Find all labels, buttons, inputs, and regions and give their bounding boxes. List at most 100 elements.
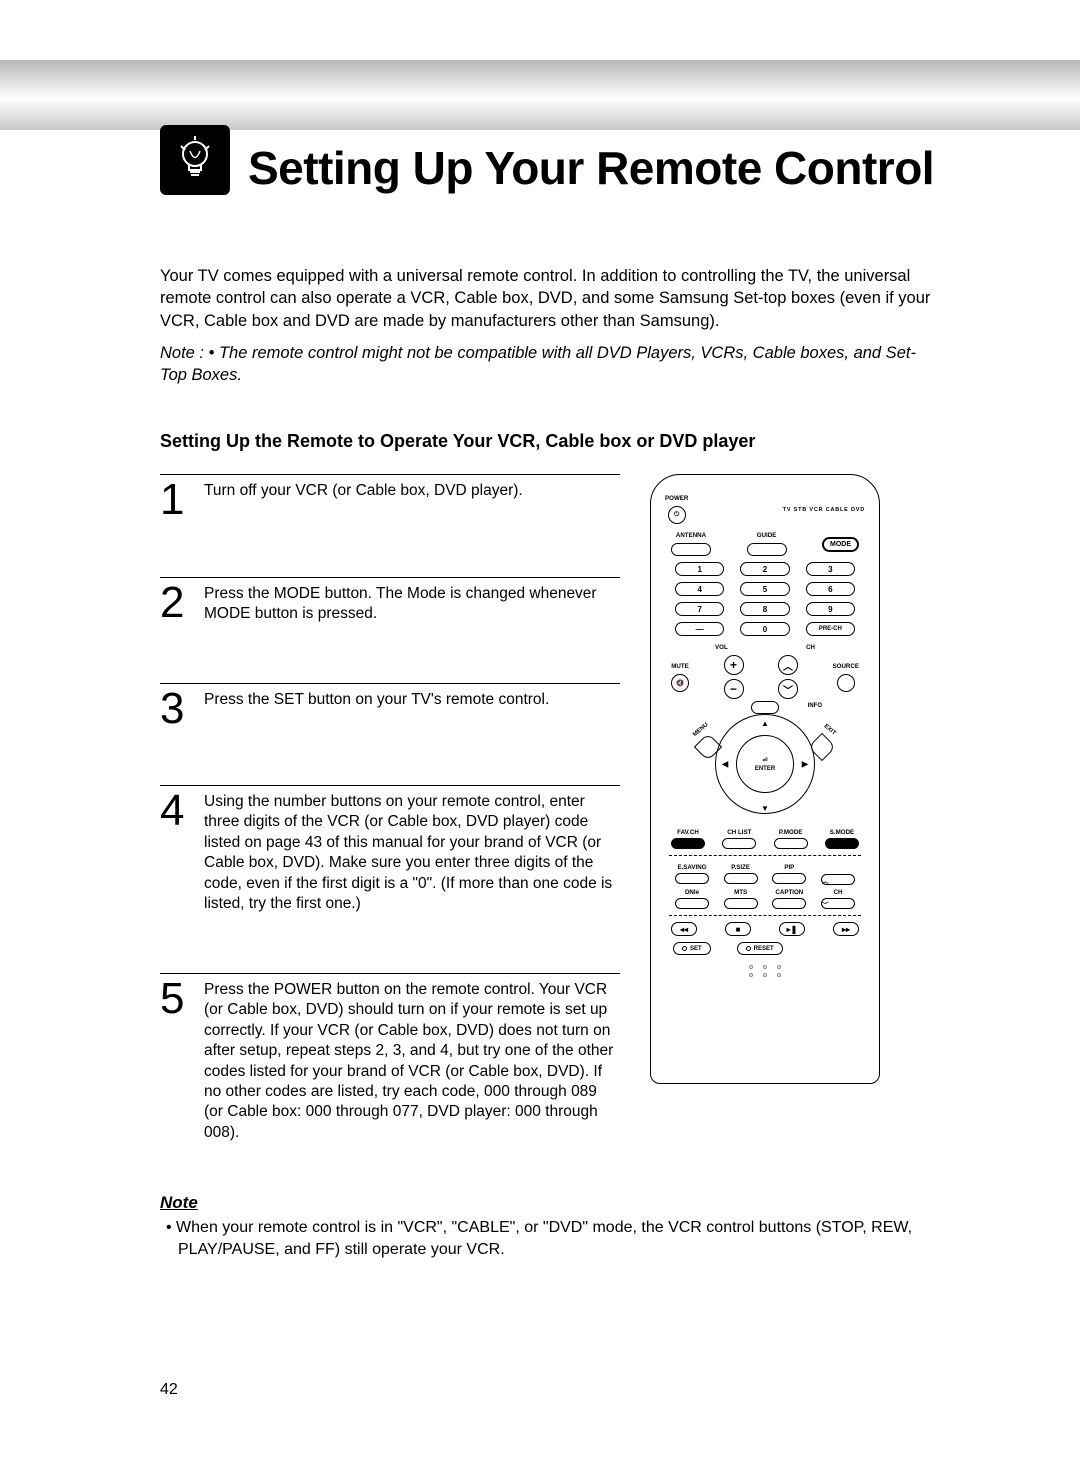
pmode-button-icon <box>774 838 808 849</box>
mts-button-icon <box>724 898 758 909</box>
nav-ring: INFO MENU EXIT ⏎ ENTER ▲ ▼ ◀ ▶ <box>700 709 830 819</box>
decorative-dots <box>665 973 865 977</box>
num-2: 2 <box>740 562 789 576</box>
nav-up-icon: ▲ <box>761 719 769 728</box>
stop-icon: ■ <box>725 922 751 936</box>
remote-diagram: POWER ⏻ TV STB VCR CABLE DVD ANTENNA GUI… <box>650 474 880 1084</box>
step-1: 1 Turn off your VCR (or Cable box, DVD p… <box>160 474 620 518</box>
reset-label: RESET <box>754 946 774 952</box>
prech-button: PRE-CH <box>806 622 855 636</box>
mute-label: MUTE <box>671 663 689 670</box>
mute-icon: 🔇 <box>671 674 689 692</box>
power-label: POWER <box>665 495 688 502</box>
step-number: 1 <box>160 481 190 518</box>
pip-label: PIP <box>784 864 794 871</box>
step-text: Turn off your VCR (or Cable box, DVD pla… <box>204 481 620 518</box>
num-4: 4 <box>675 582 724 596</box>
function-row-2: DNIe MTS CAPTION CH﹀ <box>675 889 855 909</box>
nav-right-icon: ▶ <box>802 760 808 769</box>
vol-down-icon: − <box>724 679 744 699</box>
step-text: Press the MODE button. The Mode is chang… <box>204 584 620 625</box>
pip-button-icon <box>772 873 806 884</box>
title-row: Setting Up Your Remote Control <box>160 125 940 195</box>
function-block: E.SAVING P.SIZE PIP ︿ DNIe MTS CAPTION C… <box>669 855 861 916</box>
smode-button-icon <box>825 838 859 849</box>
content-area: Setting Up Your Remote Control Your TV c… <box>160 125 940 1261</box>
decorative-dots <box>665 965 865 969</box>
favch-label: FAV.CH <box>677 829 699 836</box>
mode-buttons-row-1: FAV.CH CH LIST P.MODE S.MODE <box>671 829 859 849</box>
step-number: 2 <box>160 584 190 625</box>
lightbulb-icon <box>160 125 230 195</box>
psize-label: P.SIZE <box>731 864 750 871</box>
step-number: 3 <box>160 690 190 727</box>
page-title: Setting Up Your Remote Control <box>248 141 934 195</box>
page-number: 42 <box>160 1381 178 1399</box>
num-0: 0 <box>740 622 789 636</box>
source-button-icon <box>837 674 855 692</box>
step-number: 5 <box>160 980 190 1144</box>
source-label: SOURCE <box>833 663 859 670</box>
rewind-icon: ◂◂ <box>671 922 697 936</box>
number-pad: 1 2 3 4 5 6 7 8 9 — 0 PRE-CH <box>675 562 855 636</box>
ch-label: CH <box>806 644 815 651</box>
remote-column: POWER ⏻ TV STB VCR CABLE DVD ANTENNA GUI… <box>650 474 910 1173</box>
step-text: Press the SET button on your TV's remote… <box>204 690 620 727</box>
chlist-button-icon <box>722 838 756 849</box>
power-button-icon: ⏻ <box>668 506 686 524</box>
set-label: SET <box>690 946 702 952</box>
favch-button-icon <box>671 838 705 849</box>
footer-note-body: • When your remote control is in "VCR", … <box>160 1217 940 1260</box>
guide-button-icon <box>747 543 787 556</box>
dash-key: — <box>675 622 724 636</box>
header-band <box>0 60 1080 130</box>
step-3: 3 Press the SET button on your TV's remo… <box>160 683 620 727</box>
set-button-icon: SET <box>673 942 711 955</box>
step-text: Press the POWER button on the remote con… <box>204 980 620 1144</box>
top-nav-button-icon <box>751 701 779 714</box>
step-number: 4 <box>160 792 190 915</box>
step-4: 4 Using the number buttons on your remot… <box>160 785 620 915</box>
ff-icon: ▸▸ <box>833 922 859 936</box>
enter-label: ENTER <box>755 766 775 772</box>
vol-label: VOL <box>715 644 728 651</box>
caption-label: CAPTION <box>775 889 803 896</box>
ch-down-icon: ﹀ <box>778 679 798 699</box>
chlist-label: CH LIST <box>727 829 751 836</box>
dnie-button-icon <box>675 898 709 909</box>
vol-ch-labels: VOL CH <box>715 644 815 651</box>
ch-up-icon: ︿ <box>778 655 798 675</box>
antenna-label: ANTENNA <box>676 532 706 539</box>
step-text: Using the number buttons on your remote … <box>204 792 620 915</box>
antenna-guide-mode-row: ANTENNA GUIDE MODE <box>671 532 859 556</box>
num-5: 5 <box>740 582 789 596</box>
enter-icon: ⏎ <box>762 757 767 764</box>
steps-column: 1 Turn off your VCR (or Cable box, DVD p… <box>160 474 620 1173</box>
section-heading: Setting Up the Remote to Operate Your VC… <box>160 431 940 452</box>
mode-indicators: TV STB VCR CABLE DVD <box>783 507 865 513</box>
footer-note: Note • When your remote control is in "V… <box>160 1193 940 1260</box>
footer-note-label: Note <box>160 1193 940 1213</box>
enter-button: ⏎ ENTER <box>736 735 794 793</box>
pip-ch-down-icon: ﹀ <box>821 898 855 909</box>
antenna-button-icon <box>671 543 711 556</box>
esaving-button-icon <box>675 873 709 884</box>
remote-top-row: POWER ⏻ TV STB VCR CABLE DVD <box>665 495 865 524</box>
caption-button-icon <box>772 898 806 909</box>
function-row-1: E.SAVING P.SIZE PIP ︿ <box>675 864 855 885</box>
vol-ch-area: MUTE 🔇 + − ︿ ﹀ SOURCE <box>671 655 859 699</box>
intro-paragraph: Your TV comes equipped with a universal … <box>160 265 940 332</box>
num-6: 6 <box>806 582 855 596</box>
num-8: 8 <box>740 602 789 616</box>
two-column-layout: 1 Turn off your VCR (or Cable box, DVD p… <box>160 474 940 1173</box>
psize-button-icon <box>724 873 758 884</box>
num-1: 1 <box>675 562 724 576</box>
play-pause-icon: ▸❚ <box>779 922 805 936</box>
mode-button-icon: MODE <box>822 537 859 552</box>
reset-button-icon: RESET <box>737 942 783 955</box>
pmode-label: P.MODE <box>779 829 803 836</box>
set-reset-row: SET RESET <box>673 942 857 955</box>
dnie-label: DNIe <box>685 889 699 896</box>
pip-ch-up-icon: ︿ <box>821 874 855 885</box>
vol-up-icon: + <box>724 655 744 675</box>
